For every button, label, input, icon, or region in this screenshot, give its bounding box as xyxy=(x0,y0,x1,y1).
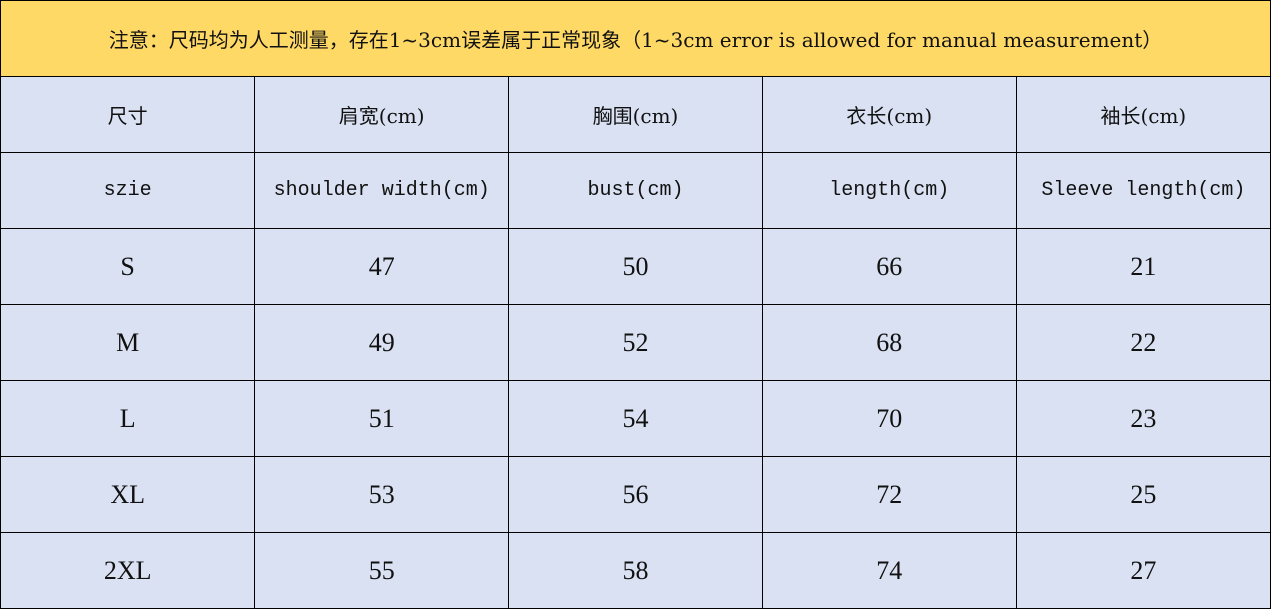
header-cell: length(cm) xyxy=(761,152,1017,229)
header-cell: bust(cm) xyxy=(508,152,763,229)
value-cell: 54 xyxy=(508,380,763,457)
value-cell: 70 xyxy=(761,380,1017,457)
value-cell: 51 xyxy=(254,380,510,457)
value-cell: 66 xyxy=(761,228,1017,305)
value-cell: 27 xyxy=(1015,532,1270,608)
value-cell: 49 xyxy=(254,304,510,381)
header-cell: shoulder width(cm) xyxy=(254,152,510,229)
table-row: 2XL 55 58 74 27 xyxy=(1,532,1270,608)
value-cell: 25 xyxy=(1015,456,1270,533)
table-row: S 47 50 66 21 xyxy=(1,228,1270,305)
value-cell: 72 xyxy=(761,456,1017,533)
value-cell: 53 xyxy=(254,456,510,533)
table-row: XL 53 56 72 25 xyxy=(1,456,1270,533)
value-cell: 22 xyxy=(1015,304,1270,381)
header-row-chinese: 尺寸 肩宽(cm) 胸围(cm) 衣长(cm) 袖长(cm) xyxy=(1,77,1270,153)
size-cell: L xyxy=(1,380,256,457)
size-cell: XL xyxy=(1,456,256,533)
size-table: 尺寸 肩宽(cm) 胸围(cm) 衣长(cm) 袖长(cm) szie shou… xyxy=(1,77,1270,608)
measurement-notice: 注意：尺码均为人工测量，存在1~3cm误差属于正常现象（1~3cm error … xyxy=(1,1,1270,77)
header-cell: 尺寸 xyxy=(1,77,256,153)
value-cell: 50 xyxy=(508,228,763,305)
header-cell: 胸围(cm) xyxy=(508,77,763,153)
size-cell: M xyxy=(1,304,256,381)
table-row: M 49 52 68 22 xyxy=(1,304,1270,381)
header-cell: 肩宽(cm) xyxy=(254,77,510,153)
table-row: L 51 54 70 23 xyxy=(1,380,1270,457)
header-cell: szie xyxy=(1,152,256,229)
header-row-english: szie shoulder width(cm) bust(cm) length(… xyxy=(1,152,1270,229)
header-cell: 袖长(cm) xyxy=(1015,77,1270,153)
value-cell: 55 xyxy=(254,532,510,608)
size-cell: S xyxy=(1,228,256,305)
value-cell: 74 xyxy=(761,532,1017,608)
value-cell: 47 xyxy=(254,228,510,305)
header-cell: Sleeve length(cm) xyxy=(1015,152,1270,229)
value-cell: 56 xyxy=(508,456,763,533)
value-cell: 21 xyxy=(1015,228,1270,305)
header-cell: 衣长(cm) xyxy=(761,77,1017,153)
value-cell: 68 xyxy=(761,304,1017,381)
value-cell: 23 xyxy=(1015,380,1270,457)
value-cell: 52 xyxy=(508,304,763,381)
value-cell: 58 xyxy=(508,532,763,608)
size-cell: 2XL xyxy=(1,532,256,608)
